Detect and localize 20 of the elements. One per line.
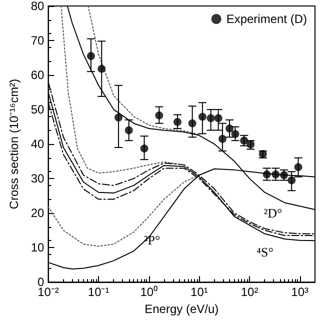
y-tick-label: 70: [30, 34, 45, 48]
y-tick-label: 80: [30, 0, 45, 13]
annotation: ⁴S°: [256, 244, 274, 260]
x-axis-title: Energy (eV/u): [144, 302, 219, 316]
x-tick-label: 10³: [291, 285, 309, 300]
x-tick-label: 10⁻²: [38, 285, 59, 300]
annotation: ²P°: [144, 232, 160, 248]
x-tick-label: 10¹: [190, 285, 208, 300]
legend-label: Experiment (D): [226, 12, 308, 26]
y-tick-label: 40: [30, 137, 45, 152]
x-tick-label: 10⁰: [140, 285, 158, 300]
y-tick-label: 30: [30, 172, 45, 186]
y-tick-label: 10: [30, 240, 45, 255]
x-tick-label: 10²: [240, 285, 258, 300]
y-tick-label: 60: [30, 68, 45, 82]
y-tick-label: 20: [30, 206, 45, 220]
x-tick-label: 10⁻¹: [88, 285, 110, 300]
annotation: ²D°: [264, 206, 282, 220]
y-axis-title: Cross section (10⁻¹⁶cm²): [7, 78, 21, 210]
y-tick-label: 50: [30, 102, 45, 117]
